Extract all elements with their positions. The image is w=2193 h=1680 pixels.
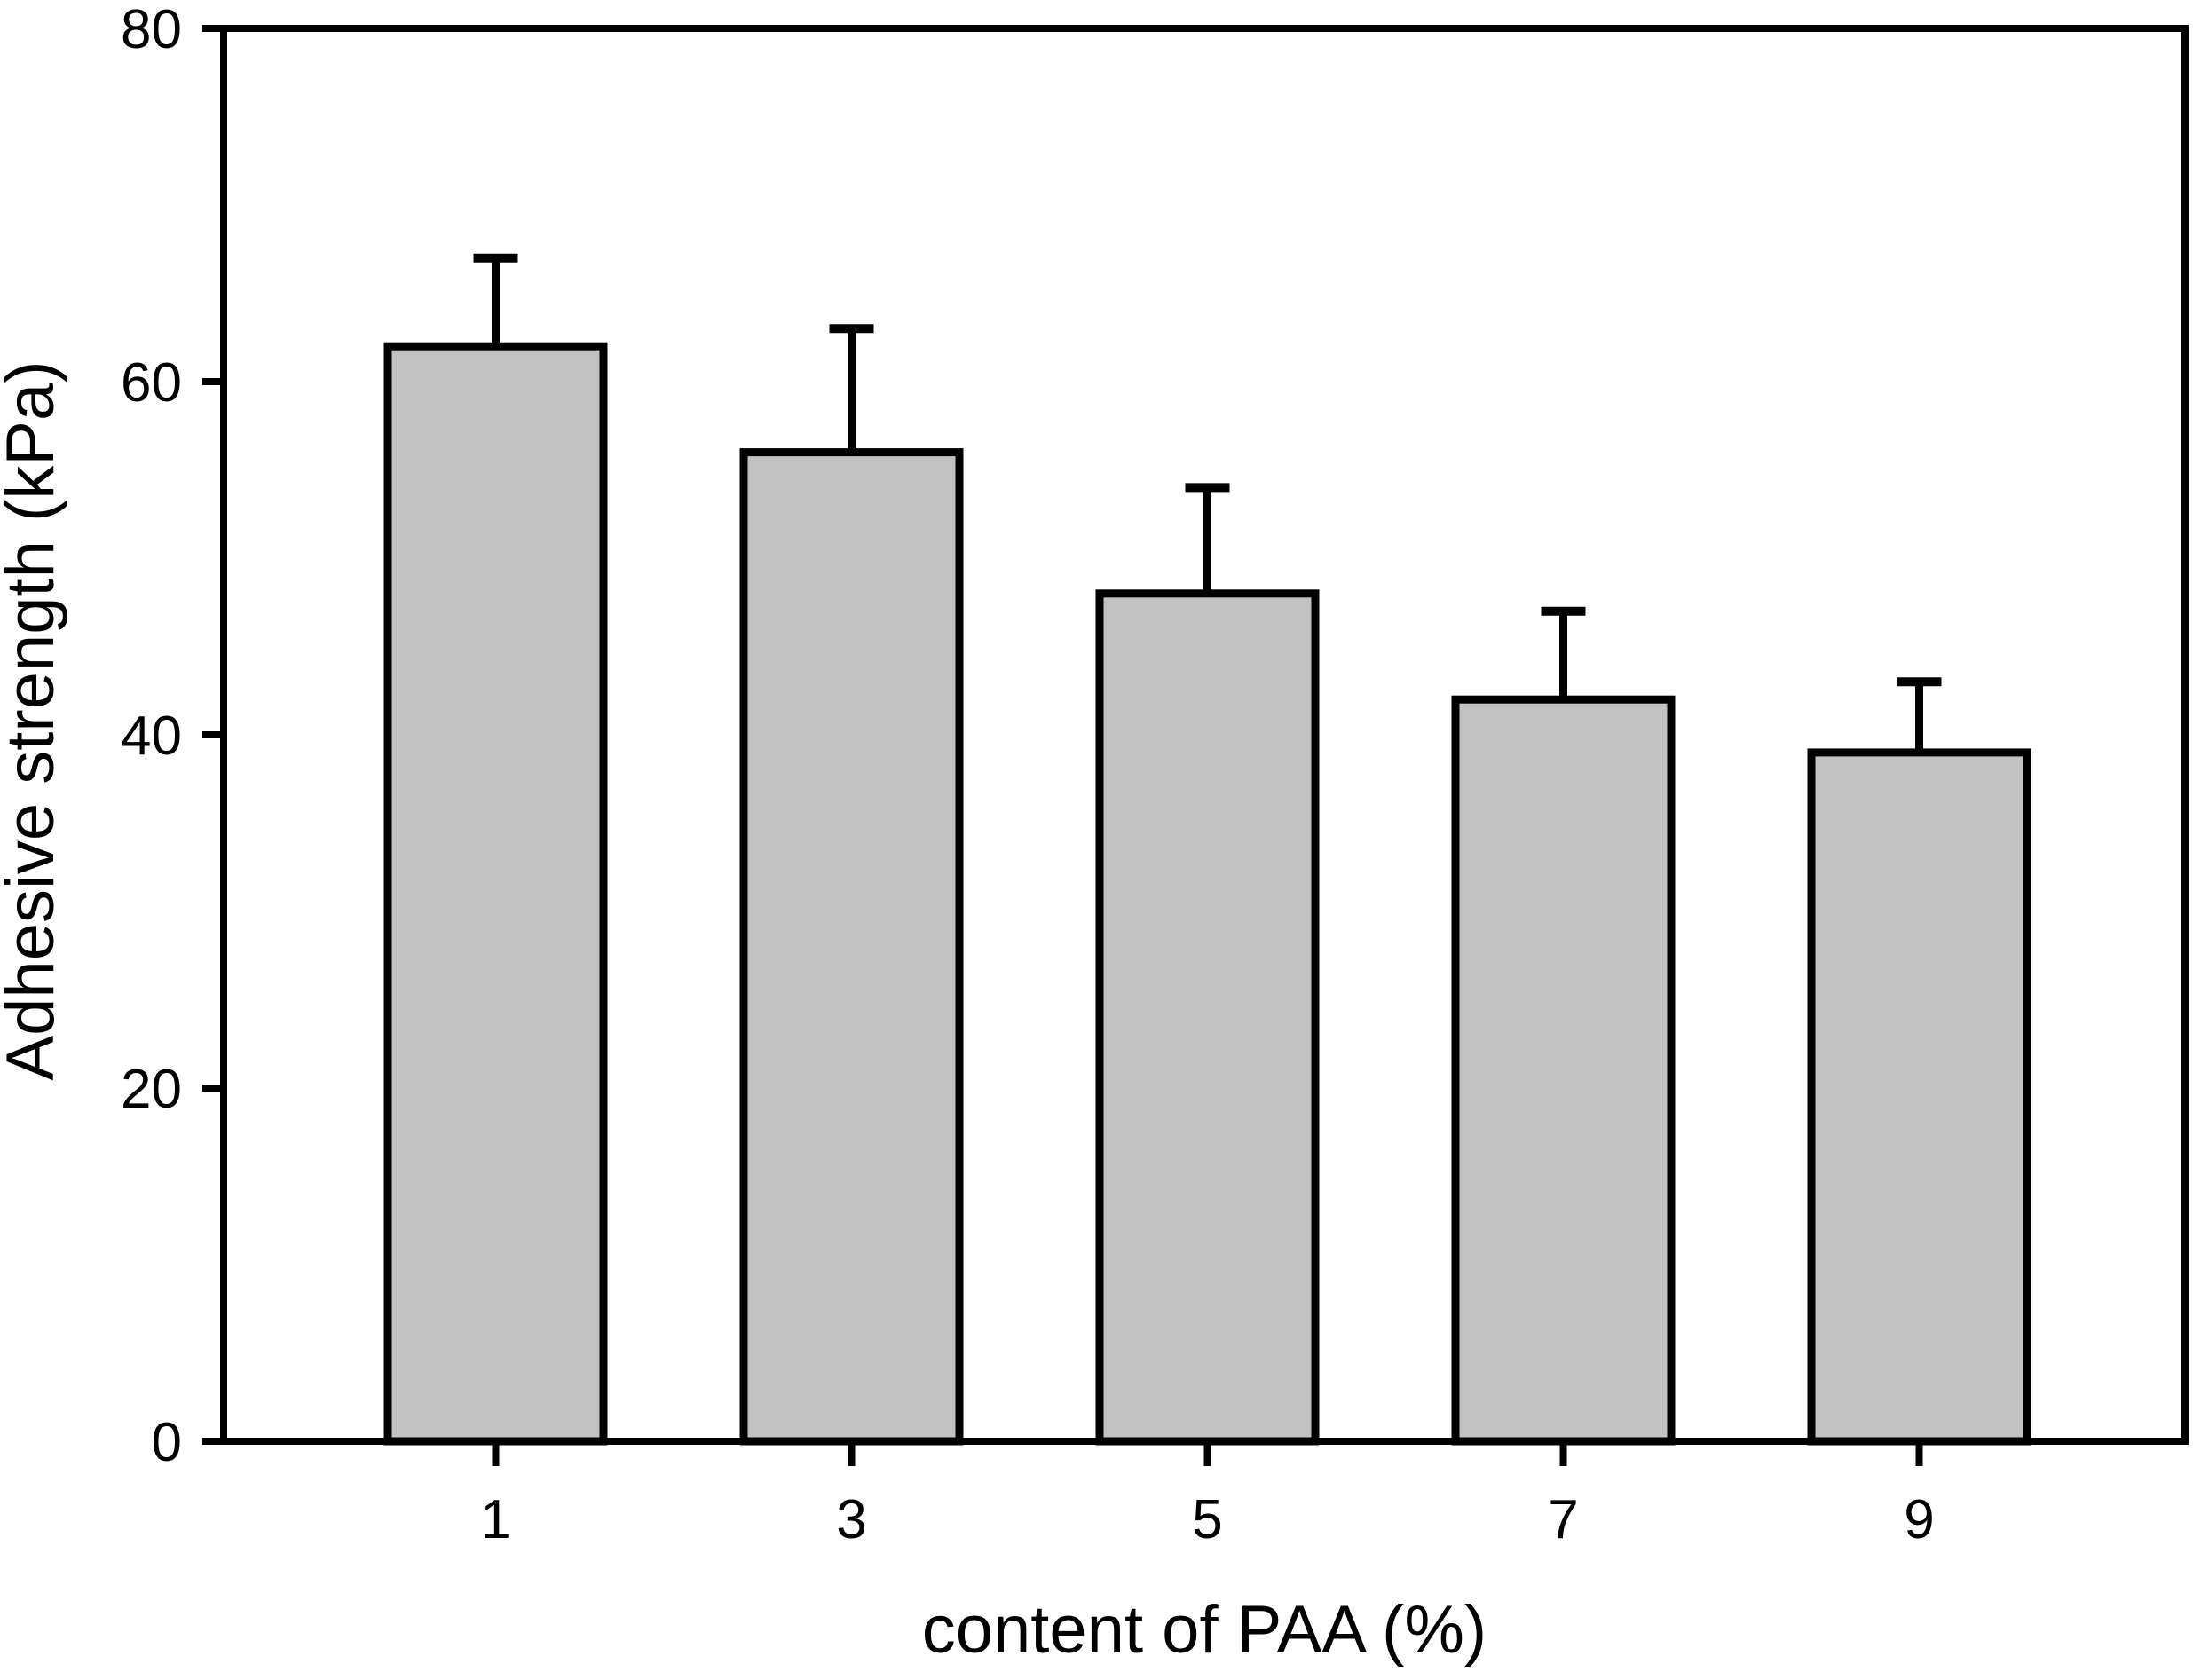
x-tick-label: 3	[836, 1489, 866, 1550]
x-tick-label: 7	[1548, 1489, 1578, 1550]
bar	[1095, 589, 1320, 1446]
bar	[1451, 695, 1676, 1446]
x-tick-label: 5	[1192, 1489, 1222, 1550]
y-tick-label: 0	[152, 1412, 182, 1473]
bar	[739, 448, 964, 1446]
x-tick-label: 1	[480, 1489, 510, 1550]
x-tick-label: 9	[1904, 1489, 1934, 1550]
bar	[383, 342, 608, 1446]
x-axis-title: content of PAA (%)	[922, 1592, 1487, 1668]
y-tick-label: 40	[121, 706, 182, 767]
bar	[1807, 748, 2031, 1446]
y-axis-title: Adhesive strength (kPa)	[0, 360, 68, 1080]
y-tick-label: 20	[121, 1059, 182, 1120]
y-tick-label: 80	[121, 0, 182, 60]
y-tick-label: 60	[121, 352, 182, 414]
